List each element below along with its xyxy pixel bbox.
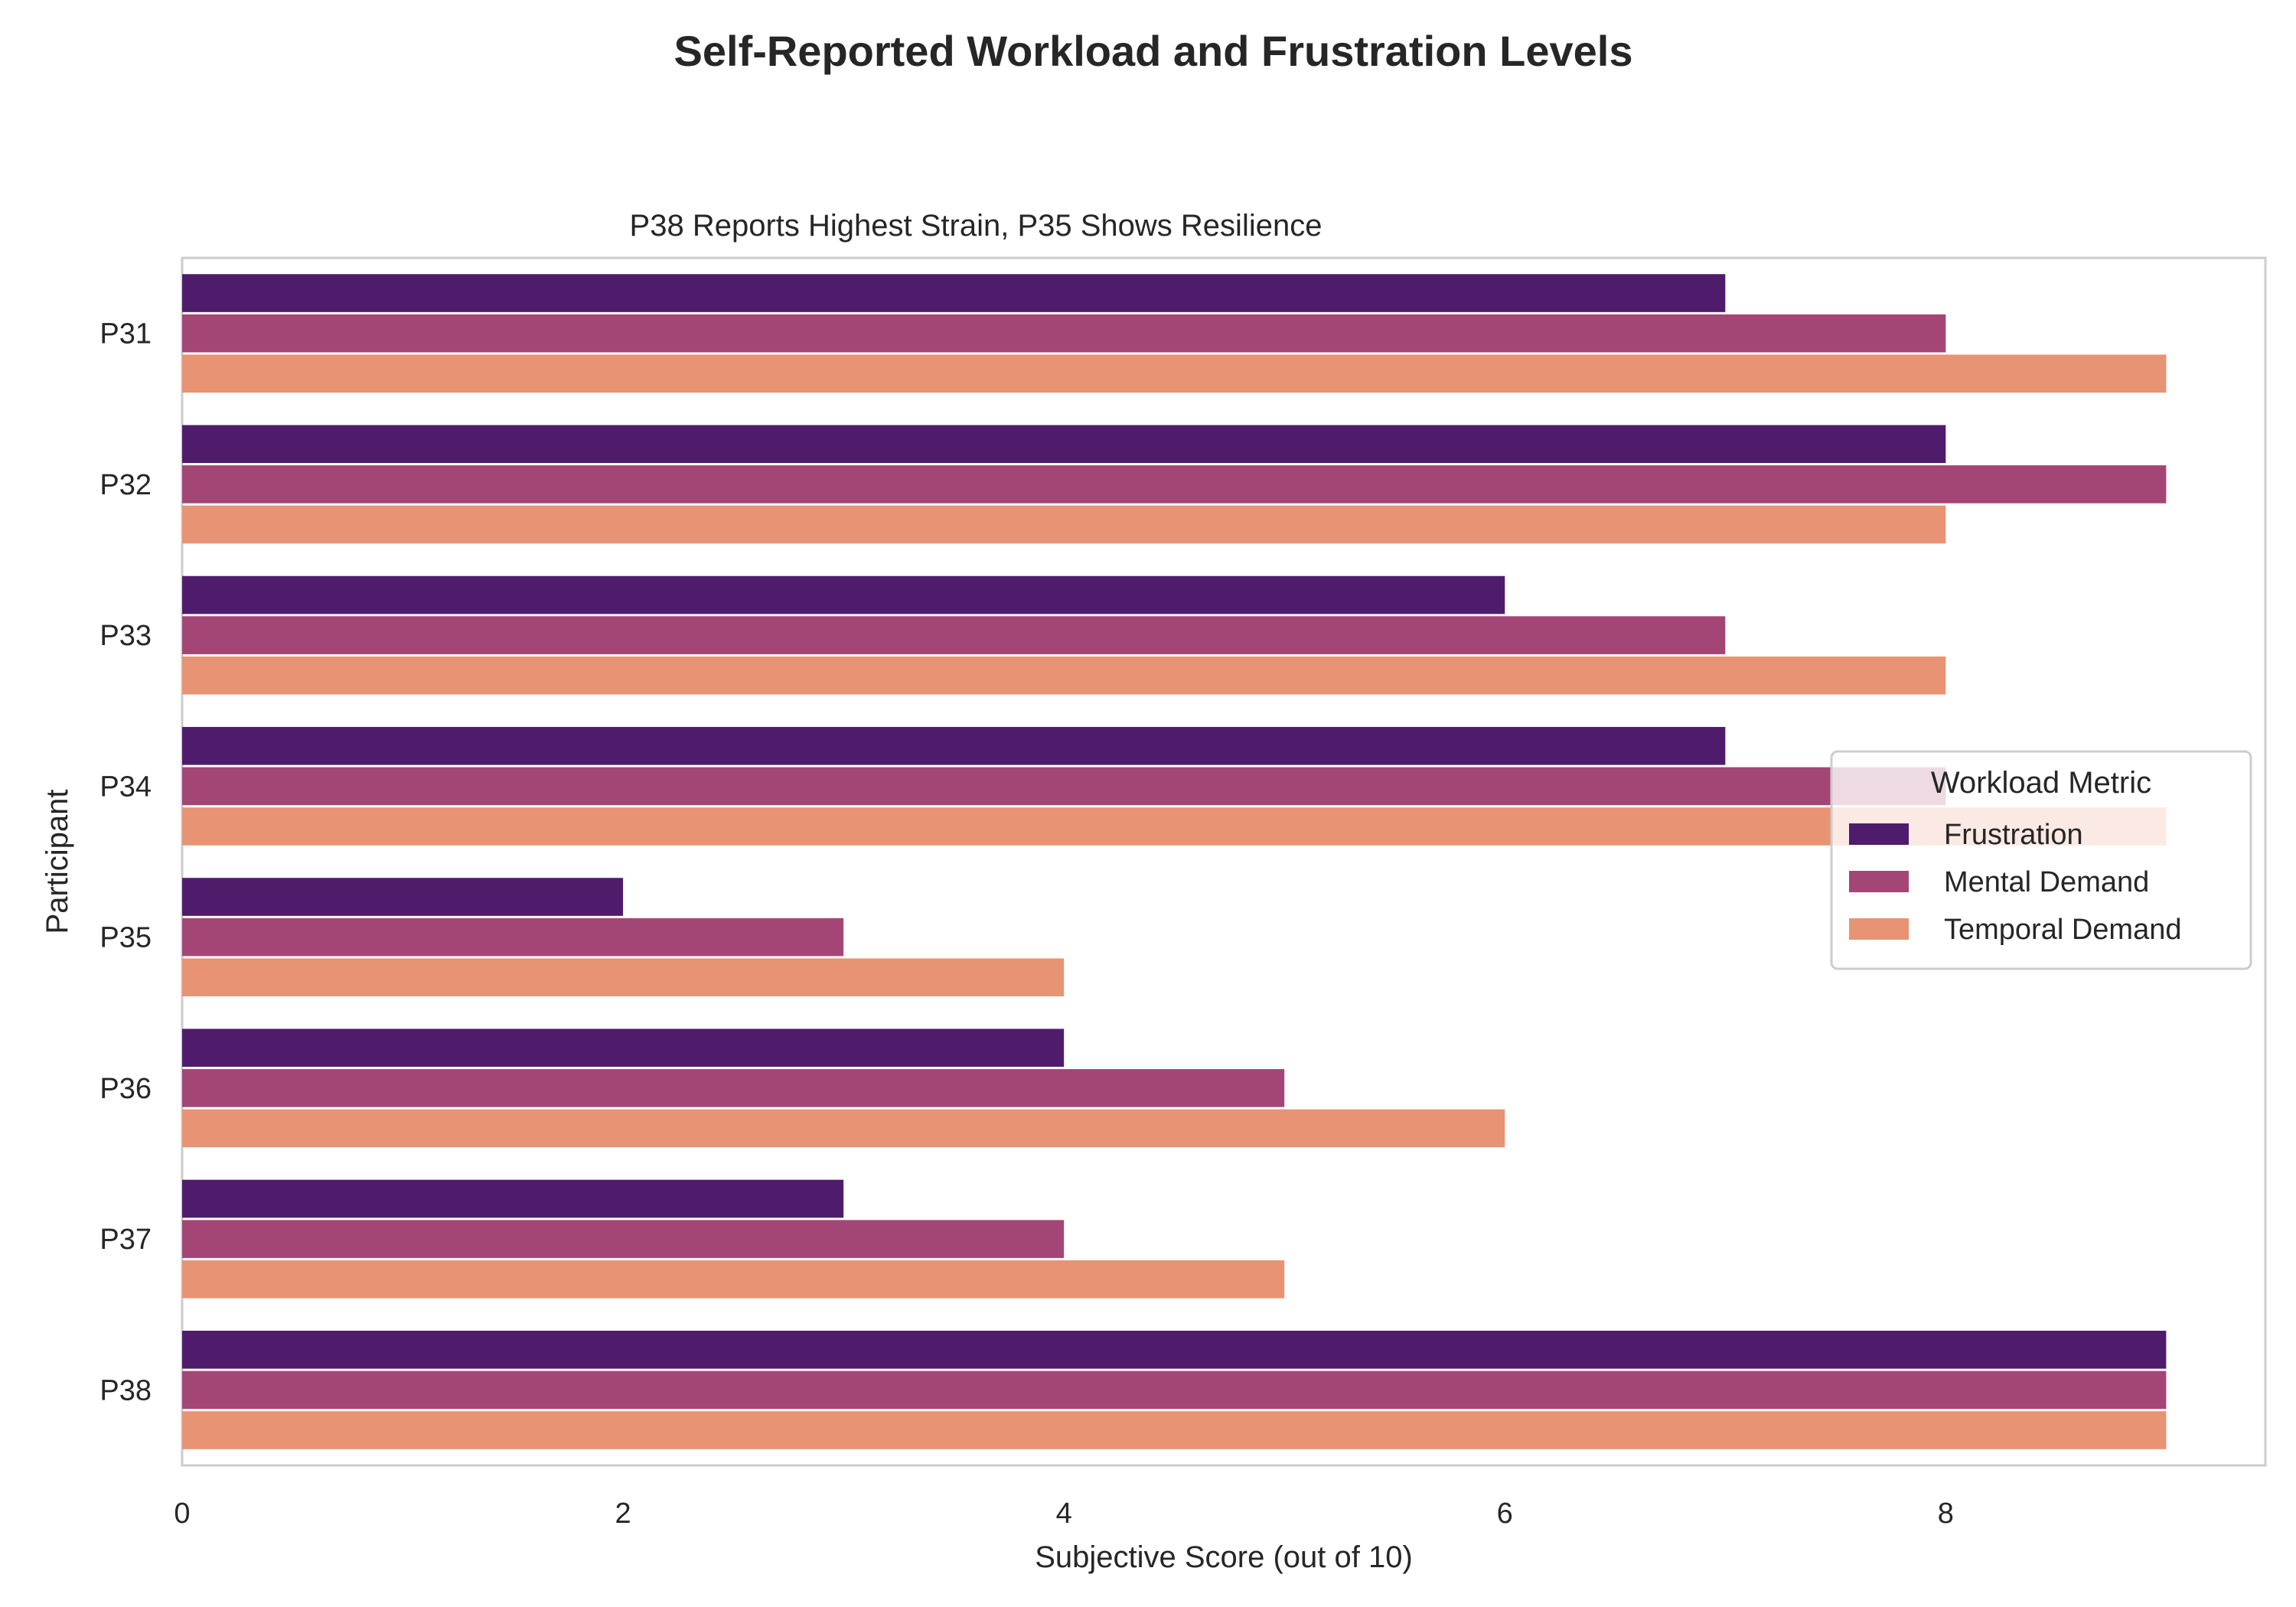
- chart-title: P38 Reports Highest Strain, P35 Shows Re…: [630, 209, 1322, 243]
- x-tick-label: 6: [1497, 1498, 1513, 1530]
- y-tick-label: P37: [99, 1224, 152, 1256]
- legend-swatch-mental-demand: [1849, 871, 1909, 892]
- bar-p32-frustration: [182, 425, 1946, 464]
- legend-label: Frustration: [1944, 819, 2083, 851]
- bar-p33-mental-demand: [182, 616, 1726, 654]
- bar-p34-mental-demand: [182, 767, 1946, 806]
- y-tick-labels: P31 P32 P33 P34 P35 P36 P37 P38: [99, 318, 152, 1407]
- bar-p31-temporal-demand: [182, 354, 2167, 393]
- y-tick-label: P38: [99, 1374, 152, 1407]
- y-tick-label: P33: [99, 620, 152, 652]
- bar-p37-mental-demand: [182, 1220, 1065, 1258]
- y-tick-label: P31: [99, 318, 152, 350]
- y-tick-label: P34: [99, 771, 152, 803]
- legend: Workload Metric Frustration Mental Demand…: [1830, 750, 2252, 970]
- bar-p33-frustration: [182, 575, 1505, 614]
- bar-p31-frustration: [182, 274, 1726, 312]
- legend-swatch-frustration: [1849, 823, 1909, 845]
- bar-p31-mental-demand: [182, 314, 1946, 353]
- bar-p37-frustration: [182, 1179, 844, 1218]
- y-tick-label: P32: [99, 469, 152, 501]
- bar-p35-frustration: [182, 878, 624, 916]
- legend-label: Temporal Demand: [1944, 914, 2181, 946]
- legend-label: Mental Demand: [1944, 866, 2149, 898]
- bar-p35-mental-demand: [182, 918, 844, 957]
- legend-items: Frustration Mental Demand Temporal Demand: [1849, 819, 2181, 946]
- y-tick-label: P36: [99, 1073, 152, 1105]
- bar-p36-temporal-demand: [182, 1109, 1505, 1148]
- bars-layer: [182, 274, 2167, 1449]
- legend-frame: [1830, 750, 2252, 970]
- legend-swatch-temporal-demand: [1849, 918, 1909, 940]
- x-tick-labels: 0 2 4 6 8: [174, 1498, 1953, 1530]
- bar-p34-frustration: [182, 726, 1726, 765]
- bar-p35-temporal-demand: [182, 958, 1065, 997]
- bar-p38-mental-demand: [182, 1371, 2167, 1410]
- y-axis-label: Participant: [41, 790, 74, 934]
- bar-p37-temporal-demand: [182, 1260, 1285, 1299]
- x-tick-label: 0: [174, 1498, 190, 1530]
- x-axis-label: Subjective Score (out of 10): [1035, 1540, 1413, 1574]
- legend-title: Workload Metric: [1931, 766, 2151, 800]
- x-tick-label: 4: [1056, 1498, 1072, 1530]
- bar-p36-mental-demand: [182, 1069, 1285, 1107]
- y-tick-label: P35: [99, 922, 152, 954]
- bar-p32-temporal-demand: [182, 505, 1946, 544]
- chart-suptitle: Self-Reported Workload and Frustration L…: [674, 27, 1633, 75]
- bar-p32-mental-demand: [182, 465, 2167, 504]
- bar-p38-frustration: [182, 1330, 2167, 1369]
- bar-p38-temporal-demand: [182, 1411, 2167, 1449]
- x-tick-label: 8: [1938, 1498, 1954, 1530]
- x-tick-label: 2: [615, 1498, 631, 1530]
- bar-p36-frustration: [182, 1028, 1065, 1068]
- bar-p33-temporal-demand: [182, 656, 1946, 695]
